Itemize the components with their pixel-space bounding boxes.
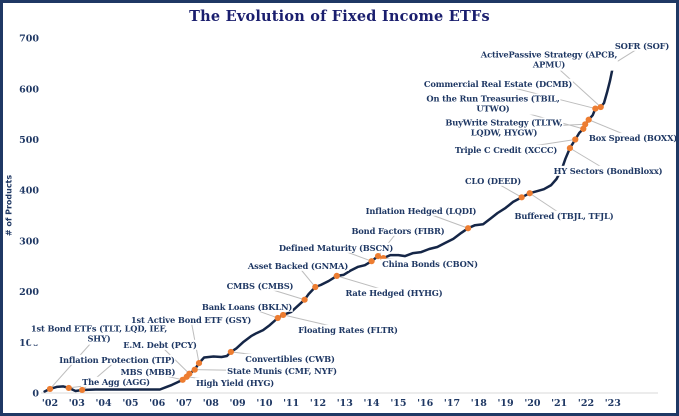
x-tick-label: '03 xyxy=(69,398,85,409)
x-tick-label: '11 xyxy=(283,398,299,409)
annotation-label: SOFR (SOF) xyxy=(613,40,671,52)
milestone-marker xyxy=(65,384,72,392)
annotation-label: The Agg (AGG) xyxy=(81,376,151,388)
y-tick-label: 0 xyxy=(32,389,39,400)
x-tick-label: '02 xyxy=(42,398,58,409)
milestone-marker xyxy=(582,121,589,128)
x-tick-label: '14 xyxy=(364,398,381,409)
milestone-marker xyxy=(585,116,592,123)
annotation-label: Defined Maturity (BSCN) xyxy=(277,242,395,254)
milestone-marker xyxy=(333,272,340,279)
y-tick-label: 100 xyxy=(19,338,39,349)
milestone-marker xyxy=(301,296,308,303)
milestone-marker xyxy=(186,370,193,377)
milestone-marker xyxy=(597,103,604,111)
x-tick-label: '04 xyxy=(96,398,113,409)
milestone-marker xyxy=(592,105,599,112)
y-tick-label: 400 xyxy=(19,186,39,197)
milestone-marker xyxy=(526,190,533,197)
milestone-marker xyxy=(46,385,54,393)
milestone-marker xyxy=(227,348,234,356)
annotation-label: Commercial Real Estate (DCMB) xyxy=(422,78,574,90)
milestone-marker xyxy=(464,225,472,232)
y-tick-label: 200 xyxy=(19,287,39,298)
annotation-label: Bond Factors (FIBR) xyxy=(350,225,446,237)
y-tick-label: 600 xyxy=(19,84,39,95)
x-tick-label: '18 xyxy=(471,398,488,409)
y-tick-label: 500 xyxy=(19,135,39,146)
x-tick-label: '23 xyxy=(605,398,621,409)
x-tick-label: '09 xyxy=(230,398,247,409)
annotation-label: E.M. Debt (PCY) xyxy=(122,339,198,351)
x-tick-label: '22 xyxy=(578,398,594,409)
milestone-marker xyxy=(368,258,375,265)
annotation-label: Box Spread (BOXX) xyxy=(587,132,678,144)
annotation-label: China Bonds (CBON) xyxy=(381,258,479,270)
milestone-marker xyxy=(518,194,525,201)
annotation-label: High Yield (HYG) xyxy=(194,377,276,389)
milestone-marker xyxy=(312,283,319,291)
x-tick-label: '21 xyxy=(551,398,567,409)
milestone-marker xyxy=(191,366,198,373)
milestone-marker xyxy=(280,311,287,319)
annotation-label: 1st Bond ETFs (TLT, LQD, IEF, SHY) xyxy=(29,323,169,345)
annotation-label: BuyWrite Strategy (TLTW, LQDW, HYGW) xyxy=(444,117,564,139)
annotation-label: CMBS (CMBS) xyxy=(225,280,295,292)
x-tick-label: '19 xyxy=(498,398,515,409)
milestone-marker xyxy=(79,386,86,394)
x-tick-label: '08 xyxy=(203,398,220,409)
x-tick-label: '06 xyxy=(149,398,166,409)
annotation-label: On the Run Treasuries (TBIL, UTWO) xyxy=(425,93,561,115)
x-tick-label: '10 xyxy=(256,398,273,409)
annotation-label: HY Sectors (BondBloxx) xyxy=(552,165,664,177)
annotation-label: MBS (MBB) xyxy=(119,366,177,378)
x-tick-label: '15 xyxy=(390,398,406,409)
x-tick-label: '05 xyxy=(122,398,138,409)
x-tick-label: '20 xyxy=(524,398,541,409)
annotation-label: ActivePassive Strategy (APCB, APMU) xyxy=(479,49,619,71)
annotation-label: Rate Hedged (HYHG) xyxy=(344,287,444,299)
milestone-marker xyxy=(195,359,203,367)
annotation-label: Bank Loans (BKLN) xyxy=(200,301,294,313)
x-tick-label: '16 xyxy=(417,398,434,409)
x-tick-label: '12 xyxy=(310,398,326,409)
annotation-label: State Munis (CMF, NYF) xyxy=(226,365,338,377)
y-tick-label: 700 xyxy=(19,34,39,45)
annotation-label: Triple C Credit (XCCC) xyxy=(453,144,559,156)
annotation-label: Inflation Hedged (LQDI) xyxy=(364,205,478,217)
annotation-label: 1st Active Bond ETF (GSY) xyxy=(129,314,253,326)
y-tick-label: 300 xyxy=(19,236,39,247)
x-tick-label: '13 xyxy=(337,398,353,409)
milestone-marker xyxy=(566,145,574,152)
annotation-label: Inflation Protection (TIP) xyxy=(58,354,176,366)
milestone-marker xyxy=(374,253,382,260)
annotation-label: Floating Rates (FLTR) xyxy=(297,324,399,336)
milestone-marker xyxy=(572,136,579,143)
chart-title: The Evolution of Fixed Income ETFs xyxy=(189,8,490,25)
x-tick-label: '17 xyxy=(444,398,460,409)
milestone-marker xyxy=(274,314,281,322)
annotation-label: Asset Backed (GNMA) xyxy=(246,260,350,272)
annotation-label: Buffered (TBJL, TFJL) xyxy=(513,210,615,222)
annotation-label: Convertibles (CWB) xyxy=(244,353,336,365)
annotation-label: CLO (DEED) xyxy=(464,175,522,187)
x-tick-label: '07 xyxy=(176,398,192,409)
